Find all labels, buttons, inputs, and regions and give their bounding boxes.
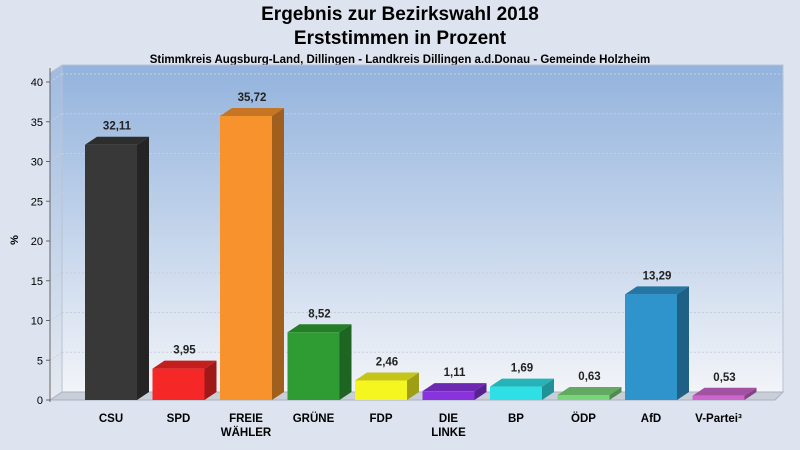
bar-front [355,380,407,400]
bar-front [422,391,475,400]
bar-front [490,386,542,400]
grid-line [49,153,63,162]
bar-top [287,324,352,333]
bar-side [744,387,757,400]
bar-front [220,116,272,400]
bar-top [355,372,419,381]
bar-top [220,108,284,117]
y-tick-label: 0 [37,395,43,407]
y-tick-label: 40 [31,77,43,89]
bar-bp: 1,69 [490,363,554,400]
grid-line [49,351,63,361]
bar-front [152,368,205,400]
bar-side [137,136,149,400]
y-tick-label: 5 [37,355,43,367]
y-tick-label: 20 [31,236,43,248]
x-tick-label: GRÜNE [293,412,335,425]
grid-line [49,192,63,202]
bars: 32,11 3,95 35,72 8,52 2,46 1,11 1,69 0,63 13,29 0… [85,92,757,400]
bar-side [474,383,487,400]
data-label: 8,52 [308,308,330,320]
data-label: 35,72 [238,92,267,104]
x-tick-label: WÄHLER [221,426,272,439]
bar-side [609,386,622,400]
y-axis-label: % [9,235,21,245]
bar-top [422,383,487,392]
data-label: 3,95 [173,345,196,357]
bar-front [692,395,745,400]
grid-line [49,312,63,321]
x-tick-label: V-Partei³ [695,413,742,425]
bar-front [625,294,677,400]
bar-side [272,108,284,400]
grid-line [49,73,63,83]
bar-top [557,386,622,395]
x-tick-label: CSU [99,413,123,425]
grid-line [49,232,63,242]
bar-side [407,372,419,400]
data-label: 2,46 [376,356,398,368]
bar-top [625,286,689,295]
bar-v-partei³: 0,53 [692,372,757,400]
data-label: 1,69 [511,363,533,375]
x-tick-label: DIE [439,413,459,425]
bar-die-linke: 1,11 [422,367,487,400]
x-tick-label: AfD [641,413,661,425]
grid-line [49,113,63,123]
y-tick-label: 15 [31,276,43,288]
y-tick-label: 10 [31,316,43,328]
y-axis: 0 5 10 15 20 25 30 35 40 [31,68,51,407]
bar-csu: 32,11 [85,121,149,400]
bar-top [85,136,149,145]
bar-side [677,286,689,400]
x-tick-label: SPD [167,413,191,425]
bar-ödp: 0,63 [557,371,622,400]
x-tick-label: FREIE [229,413,263,425]
bar-side [204,360,217,400]
bar-fdp: 2,46 [355,356,419,400]
data-label: 1,11 [444,367,466,379]
bar-afd: 13,29 [625,270,689,400]
data-label: 0,63 [578,371,600,383]
bar-freie-wähler: 35,72 [220,92,284,400]
y-tick-label: 25 [31,196,43,208]
x-tick-label: LINKE [431,427,466,439]
bar-front [557,394,610,400]
bar-top [692,387,757,396]
x-tick-label: ÖDP [571,412,596,425]
bar-spd: 3,95 [152,345,217,400]
x-tick-label: BP [508,413,524,425]
y-tick-label: 30 [31,157,43,169]
chart-title: Ergebnis zur Bezirkswahl 2018 [261,4,539,25]
bar-top [490,378,554,387]
data-label: 13,29 [643,270,672,282]
chart-title-line2: Erststimmen in Prozent [293,28,507,49]
bar-front [287,332,340,400]
bar-front [85,144,137,400]
bar-side [339,324,352,400]
x-tick-label: FDP [370,413,393,425]
data-label: 0,53 [713,372,735,384]
chart-subtitle: Stimmkreis Augsburg-Land, Dillingen - La… [149,54,651,66]
data-label: 32,11 [103,121,132,133]
bar-side [542,378,554,400]
grid-lines [49,73,783,361]
bar-grüne: 8,52 [287,308,352,400]
y-tick-label: 35 [31,117,43,129]
bar-top [152,360,217,369]
grid-line [49,272,63,282]
